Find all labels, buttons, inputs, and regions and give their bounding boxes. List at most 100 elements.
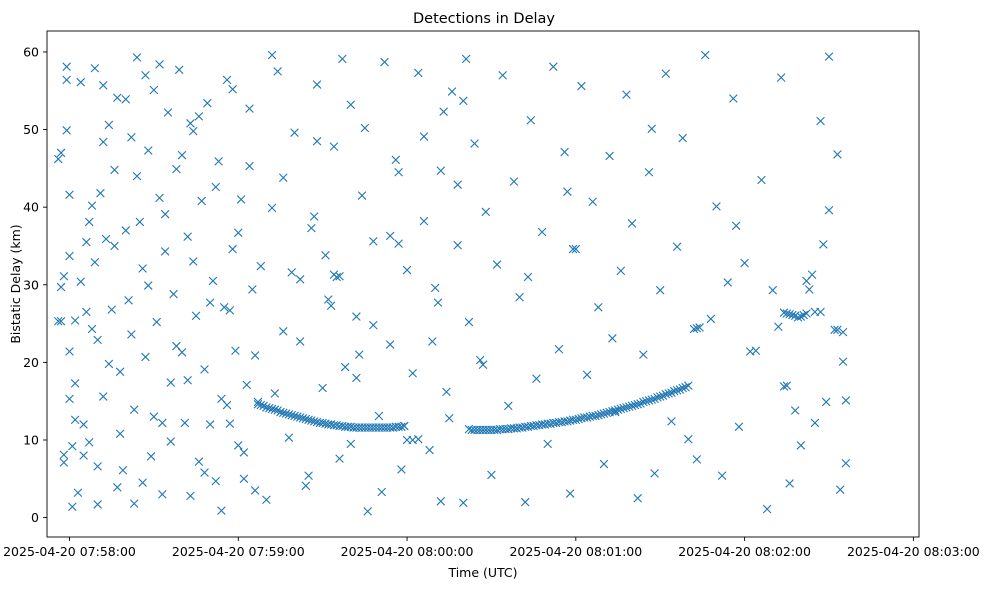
data-point xyxy=(515,292,524,302)
data-point xyxy=(132,171,142,181)
data-point xyxy=(776,73,786,82)
data-point xyxy=(689,324,699,334)
data-point xyxy=(104,120,114,130)
data-point xyxy=(239,474,249,484)
data-point xyxy=(729,94,738,103)
data-point xyxy=(338,54,347,64)
data-point xyxy=(619,403,628,413)
data-point xyxy=(68,502,77,512)
data-point xyxy=(96,188,105,198)
data-point xyxy=(549,62,558,71)
data-point xyxy=(262,403,271,412)
data-point xyxy=(228,84,237,94)
data-point xyxy=(602,408,612,418)
data-point xyxy=(419,132,429,141)
data-point xyxy=(394,167,403,177)
data-point xyxy=(675,385,685,394)
data-point xyxy=(256,261,266,271)
data-point xyxy=(414,434,423,444)
data-point xyxy=(62,62,71,71)
data-point xyxy=(782,309,792,318)
data-point xyxy=(107,305,116,314)
data-point xyxy=(492,260,502,269)
data-point xyxy=(655,285,665,295)
data-point xyxy=(233,228,243,238)
data-point xyxy=(127,133,136,142)
data-point xyxy=(591,411,600,421)
data-point xyxy=(838,327,848,337)
x-tick-label: 2025-04-20 08:01:00 xyxy=(509,544,642,559)
data-point xyxy=(481,207,491,217)
data-point xyxy=(222,400,232,410)
data-point xyxy=(644,396,654,405)
data-point xyxy=(90,257,100,267)
data-point xyxy=(312,80,322,89)
data-point xyxy=(672,242,682,252)
data-point xyxy=(191,311,201,321)
data-point xyxy=(259,401,268,411)
data-point xyxy=(172,164,181,174)
data-point xyxy=(498,70,507,80)
data-point xyxy=(239,448,249,457)
data-point xyxy=(203,98,212,108)
data-point xyxy=(267,50,277,60)
data-point xyxy=(160,247,170,256)
data-point xyxy=(200,365,209,374)
data-point xyxy=(56,282,66,292)
data-point xyxy=(262,495,271,505)
data-point xyxy=(194,112,204,121)
data-point xyxy=(805,285,814,294)
data-point xyxy=(352,373,361,383)
data-point xyxy=(757,175,766,185)
data-point xyxy=(636,399,645,408)
data-point xyxy=(307,223,316,233)
data-point xyxy=(695,323,704,332)
data-point xyxy=(141,70,150,80)
data-point xyxy=(532,374,541,383)
data-point xyxy=(143,281,153,290)
data-point xyxy=(132,53,142,62)
data-point xyxy=(301,481,311,491)
data-point xyxy=(369,320,378,330)
data-point xyxy=(222,75,232,85)
data-point xyxy=(841,458,851,468)
data-point xyxy=(363,507,372,516)
data-point xyxy=(402,265,412,275)
data-point xyxy=(90,63,100,73)
data-point xyxy=(712,202,721,211)
data-point xyxy=(464,317,474,327)
data-point xyxy=(321,251,330,260)
data-point xyxy=(509,177,519,186)
data-point xyxy=(816,116,825,126)
data-point xyxy=(639,397,648,407)
data-point xyxy=(65,394,74,404)
data-point xyxy=(245,161,254,171)
data-point xyxy=(745,347,755,356)
data-point xyxy=(622,403,631,412)
data-point xyxy=(253,400,263,409)
data-point xyxy=(563,417,572,426)
data-point xyxy=(98,137,108,147)
data-point xyxy=(70,415,80,425)
data-point xyxy=(684,381,693,390)
data-point xyxy=(70,316,80,325)
data-point xyxy=(160,209,170,219)
data-point xyxy=(158,490,167,499)
data-point xyxy=(596,410,606,419)
data-point xyxy=(520,497,530,507)
data-point xyxy=(810,418,820,428)
data-point xyxy=(692,455,702,464)
data-point xyxy=(155,193,164,203)
data-point xyxy=(87,201,97,210)
data-point xyxy=(653,393,662,402)
data-point xyxy=(650,469,659,478)
y-tick-label: 50 xyxy=(23,122,39,137)
data-point xyxy=(250,486,260,495)
data-point xyxy=(194,457,204,467)
data-point xyxy=(414,68,423,78)
data-point xyxy=(554,344,564,354)
y-axis-label: Bistatic Delay (km) xyxy=(8,224,23,343)
data-point xyxy=(610,406,620,415)
data-point xyxy=(65,190,74,200)
data-point xyxy=(385,340,395,349)
